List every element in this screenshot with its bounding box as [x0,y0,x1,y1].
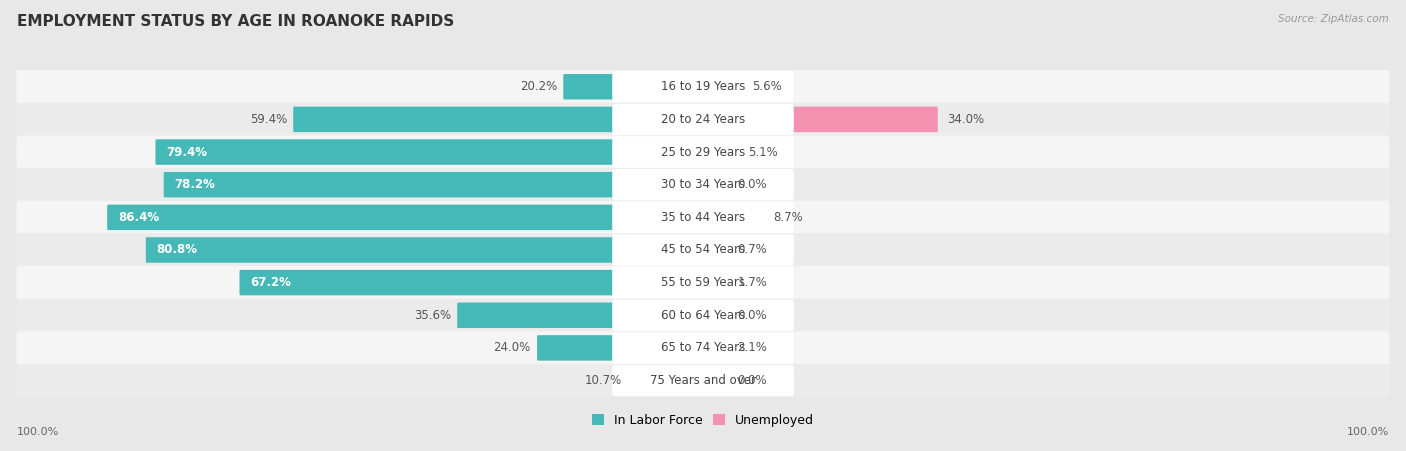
Text: 0.0%: 0.0% [738,309,768,322]
Text: 35.6%: 35.6% [413,309,451,322]
FancyBboxPatch shape [703,107,938,132]
Text: Source: ZipAtlas.com: Source: ZipAtlas.com [1278,14,1389,23]
FancyBboxPatch shape [612,299,794,331]
Text: 1.7%: 1.7% [738,276,768,289]
FancyBboxPatch shape [17,299,1389,332]
Text: 25 to 29 Years: 25 to 29 Years [661,146,745,159]
Text: EMPLOYMENT STATUS BY AGE IN ROANOKE RAPIDS: EMPLOYMENT STATUS BY AGE IN ROANOKE RAPI… [17,14,454,28]
Text: 60 to 64 Years: 60 to 64 Years [661,309,745,322]
FancyBboxPatch shape [17,331,1389,364]
FancyBboxPatch shape [17,233,1389,267]
Text: 35 to 44 Years: 35 to 44 Years [661,211,745,224]
Text: 86.4%: 86.4% [118,211,159,224]
Text: 100.0%: 100.0% [1347,428,1389,437]
Text: 5.6%: 5.6% [752,80,782,93]
FancyBboxPatch shape [239,270,703,295]
FancyBboxPatch shape [703,335,728,361]
FancyBboxPatch shape [612,169,794,200]
FancyBboxPatch shape [163,172,703,198]
Text: 0.0%: 0.0% [738,178,768,191]
FancyBboxPatch shape [146,237,703,263]
Text: 45 to 54 Years: 45 to 54 Years [661,244,745,257]
FancyBboxPatch shape [17,266,1389,299]
FancyBboxPatch shape [703,74,742,100]
Text: 34.0%: 34.0% [948,113,984,126]
FancyBboxPatch shape [703,368,728,393]
FancyBboxPatch shape [17,70,1389,103]
FancyBboxPatch shape [612,267,794,298]
FancyBboxPatch shape [17,201,1389,234]
Text: 20.2%: 20.2% [520,80,557,93]
FancyBboxPatch shape [703,270,728,295]
FancyBboxPatch shape [612,71,794,102]
FancyBboxPatch shape [612,332,794,364]
FancyBboxPatch shape [457,303,703,328]
Text: 75 Years and over: 75 Years and over [650,374,756,387]
Text: 16 to 19 Years: 16 to 19 Years [661,80,745,93]
Text: 30 to 34 Years: 30 to 34 Years [661,178,745,191]
FancyBboxPatch shape [17,364,1389,397]
Text: 0.0%: 0.0% [738,374,768,387]
Text: 20 to 24 Years: 20 to 24 Years [661,113,745,126]
FancyBboxPatch shape [537,335,703,361]
FancyBboxPatch shape [17,103,1389,136]
Legend: In Labor Force, Unemployed: In Labor Force, Unemployed [586,409,820,432]
FancyBboxPatch shape [628,368,703,393]
Text: 65 to 74 Years: 65 to 74 Years [661,341,745,354]
FancyBboxPatch shape [612,202,794,233]
FancyBboxPatch shape [612,235,794,266]
FancyBboxPatch shape [703,205,763,230]
FancyBboxPatch shape [294,107,703,132]
Text: 8.7%: 8.7% [773,211,803,224]
Text: 100.0%: 100.0% [17,428,59,437]
FancyBboxPatch shape [703,172,728,198]
FancyBboxPatch shape [703,303,728,328]
Text: 24.0%: 24.0% [494,341,531,354]
Text: 10.7%: 10.7% [585,374,623,387]
FancyBboxPatch shape [612,136,794,168]
Text: 5.1%: 5.1% [748,146,778,159]
FancyBboxPatch shape [107,205,703,230]
Text: 59.4%: 59.4% [250,113,287,126]
FancyBboxPatch shape [564,74,703,100]
FancyBboxPatch shape [612,104,794,135]
FancyBboxPatch shape [612,365,794,396]
FancyBboxPatch shape [703,139,738,165]
Text: 67.2%: 67.2% [250,276,291,289]
Text: 80.8%: 80.8% [156,244,198,257]
FancyBboxPatch shape [17,168,1389,201]
FancyBboxPatch shape [703,237,728,263]
Text: 0.7%: 0.7% [738,244,768,257]
Text: 55 to 59 Years: 55 to 59 Years [661,276,745,289]
Text: 2.1%: 2.1% [738,341,768,354]
Text: 78.2%: 78.2% [174,178,215,191]
FancyBboxPatch shape [156,139,703,165]
Text: 79.4%: 79.4% [166,146,207,159]
FancyBboxPatch shape [17,135,1389,169]
